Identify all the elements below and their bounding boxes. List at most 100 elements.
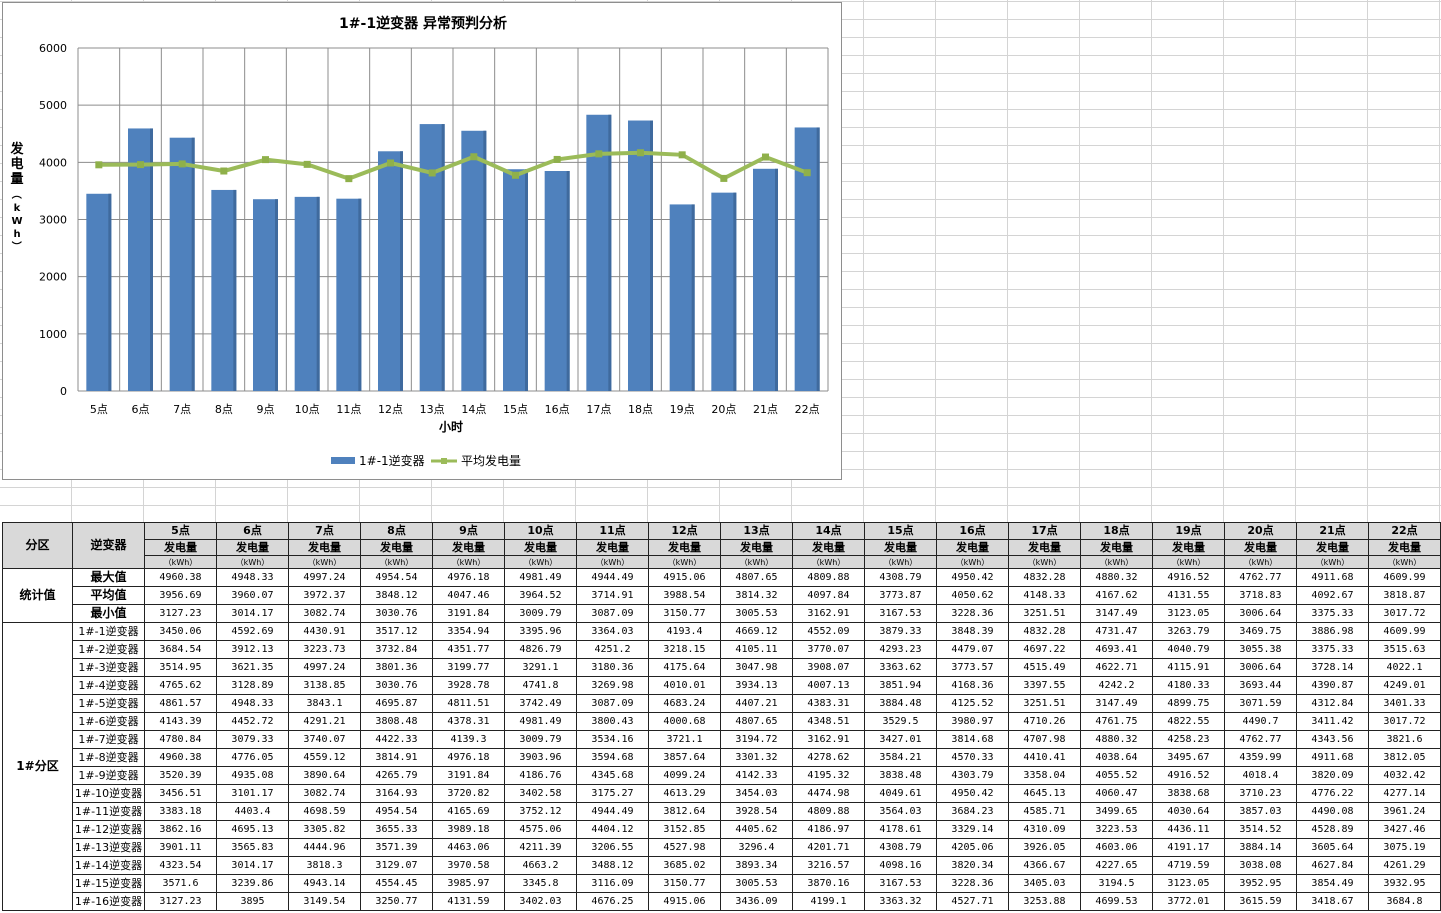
table-cell[interactable]: 3901.11 xyxy=(144,838,217,857)
table-cell[interactable]: 4707.98 xyxy=(1008,730,1081,749)
table-cell[interactable]: 3162.91 xyxy=(792,730,865,749)
table-cell[interactable]: 3329.14 xyxy=(936,820,1009,839)
table-cell[interactable]: 4390.87 xyxy=(1296,676,1369,695)
table-cell[interactable]: 4310.09 xyxy=(1008,820,1081,839)
table-cell[interactable]: 3147.49 xyxy=(1080,604,1153,623)
table-cell[interactable]: 3251.51 xyxy=(1008,694,1081,713)
header-metric[interactable]: 发电量 xyxy=(720,539,793,556)
table-cell[interactable]: 3565.83 xyxy=(216,838,289,857)
header-metric[interactable]: 发电量 xyxy=(216,539,289,556)
header-metric[interactable]: 发电量 xyxy=(1080,539,1153,556)
inverter-label[interactable]: 1#-1逆变器 xyxy=(72,622,145,641)
table-cell[interactable]: 4115.91 xyxy=(1152,658,1225,677)
header-metric[interactable]: 发电量 xyxy=(936,539,1009,556)
table-cell[interactable]: 3499.65 xyxy=(1080,802,1153,821)
header-unit[interactable]: （kWh） xyxy=(1224,555,1297,569)
table-cell[interactable]: 4018.4 xyxy=(1224,766,1297,785)
table-cell[interactable]: 4242.2 xyxy=(1080,676,1153,695)
header-hour[interactable]: 8点 xyxy=(360,522,433,540)
table-cell[interactable]: 4277.14 xyxy=(1368,784,1441,803)
table-cell[interactable]: 3269.98 xyxy=(576,676,649,695)
table-cell[interactable]: 4719.59 xyxy=(1152,856,1225,875)
table-cell[interactable]: 3123.05 xyxy=(1152,604,1225,623)
table-cell[interactable]: 3801.36 xyxy=(360,658,433,677)
table-cell[interactable]: 4308.79 xyxy=(864,568,937,587)
inverter-label[interactable]: 1#-11逆变器 xyxy=(72,802,145,821)
table-cell[interactable]: 3928.78 xyxy=(432,676,505,695)
table-cell[interactable]: 4359.99 xyxy=(1224,748,1297,767)
header-unit[interactable]: （kWh） xyxy=(1080,555,1153,569)
table-cell[interactable]: 3934.13 xyxy=(720,676,793,695)
table-cell[interactable]: 3239.86 xyxy=(216,874,289,893)
table-cell[interactable]: 3030.76 xyxy=(360,676,433,695)
table-cell[interactable]: 4807.65 xyxy=(720,568,793,587)
table-cell[interactable]: 3529.5 xyxy=(864,712,937,731)
table-cell[interactable]: 4948.33 xyxy=(216,568,289,587)
table-cell[interactable]: 4422.33 xyxy=(360,730,433,749)
table-cell[interactable]: 3838.48 xyxy=(864,766,937,785)
table-cell[interactable]: 3218.15 xyxy=(648,640,721,659)
inverter-label[interactable]: 1#-14逆变器 xyxy=(72,856,145,875)
header-unit[interactable]: （kWh） xyxy=(576,555,649,569)
table-cell[interactable]: 4148.33 xyxy=(1008,586,1081,605)
table-cell[interactable]: 4193.4 xyxy=(648,622,721,641)
table-cell[interactable]: 3821.6 xyxy=(1368,730,1441,749)
table-cell[interactable]: 3814.32 xyxy=(720,586,793,605)
table-cell[interactable]: 4699.53 xyxy=(1080,892,1153,911)
table-cell[interactable]: 3710.23 xyxy=(1224,784,1297,803)
table-cell[interactable]: 3418.67 xyxy=(1296,892,1369,911)
table-cell[interactable]: 4527.71 xyxy=(936,892,1009,911)
table-cell[interactable]: 3851.94 xyxy=(864,676,937,695)
table-cell[interactable]: 3770.07 xyxy=(792,640,865,659)
table-cell[interactable]: 3296.4 xyxy=(720,838,793,857)
table-cell[interactable]: 3395.96 xyxy=(504,622,577,641)
table-cell[interactable]: 3301.32 xyxy=(720,748,793,767)
table-cell[interactable]: 3405.03 xyxy=(1008,874,1081,893)
table-cell[interactable]: 3363.62 xyxy=(864,658,937,677)
table-cell[interactable]: 3469.75 xyxy=(1224,622,1297,641)
table-cell[interactable]: 3818.3 xyxy=(288,856,361,875)
table-cell[interactable]: 3199.77 xyxy=(432,658,505,677)
table-cell[interactable]: 3411.42 xyxy=(1296,712,1369,731)
table-cell[interactable]: 4258.23 xyxy=(1152,730,1225,749)
table-cell[interactable]: 3655.33 xyxy=(360,820,433,839)
table-cell[interactable]: 3129.07 xyxy=(360,856,433,875)
table-cell[interactable]: 4049.61 xyxy=(864,784,937,803)
table-cell[interactable]: 3812.64 xyxy=(648,802,721,821)
table-cell[interactable]: 4251.2 xyxy=(576,640,649,659)
table-cell[interactable]: 3838.68 xyxy=(1152,784,1225,803)
table-cell[interactable]: 3005.53 xyxy=(720,874,793,893)
table-cell[interactable]: 3009.79 xyxy=(504,730,577,749)
table-cell[interactable]: 4613.29 xyxy=(648,784,721,803)
table-cell[interactable]: 3223.53 xyxy=(1080,820,1153,839)
inverter-label[interactable]: 1#-13逆变器 xyxy=(72,838,145,857)
table-cell[interactable]: 3988.54 xyxy=(648,586,721,605)
table-cell[interactable]: 3721.1 xyxy=(648,730,721,749)
table-cell[interactable]: 4098.16 xyxy=(864,856,937,875)
table-cell[interactable]: 4603.06 xyxy=(1080,838,1153,857)
table-cell[interactable]: 4040.79 xyxy=(1152,640,1225,659)
table-cell[interactable]: 4809.88 xyxy=(792,802,865,821)
table-cell[interactable]: 3345.8 xyxy=(504,874,577,893)
table-cell[interactable]: 4592.69 xyxy=(216,622,289,641)
table-cell[interactable]: 4060.47 xyxy=(1080,784,1153,803)
table-cell[interactable]: 4405.62 xyxy=(720,820,793,839)
table-cell[interactable]: 4345.68 xyxy=(576,766,649,785)
table-cell[interactable]: 4950.42 xyxy=(936,784,1009,803)
table-cell[interactable]: 3884.14 xyxy=(1224,838,1297,857)
table-cell[interactable]: 4515.49 xyxy=(1008,658,1081,677)
table-cell[interactable]: 4055.52 xyxy=(1080,766,1153,785)
table-cell[interactable]: 3009.79 xyxy=(504,604,577,623)
table-cell[interactable]: 4609.99 xyxy=(1368,622,1441,641)
table-cell[interactable]: 4741.8 xyxy=(504,676,577,695)
inverter-label[interactable]: 1#-5逆变器 xyxy=(72,694,145,713)
table-cell[interactable]: 3175.27 xyxy=(576,784,649,803)
table-cell[interactable]: 3251.51 xyxy=(1008,604,1081,623)
table-cell[interactable]: 3191.84 xyxy=(432,766,505,785)
table-cell[interactable]: 3517.12 xyxy=(360,622,433,641)
inverter-label[interactable]: 1#-16逆变器 xyxy=(72,892,145,911)
table-cell[interactable]: 4404.12 xyxy=(576,820,649,839)
table-cell[interactable]: 4383.31 xyxy=(792,694,865,713)
table-cell[interactable]: 3082.74 xyxy=(288,784,361,803)
table-cell[interactable]: 4403.4 xyxy=(216,802,289,821)
